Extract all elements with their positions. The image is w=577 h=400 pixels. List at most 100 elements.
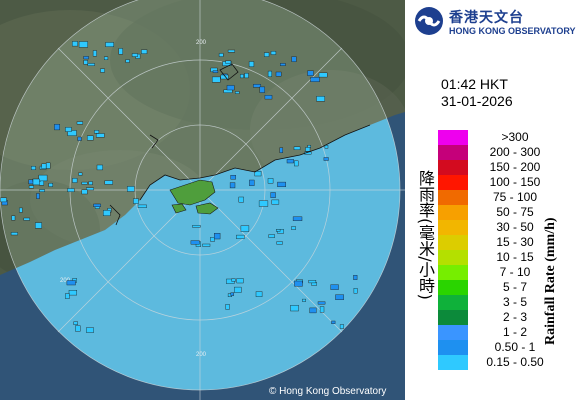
rain-echo: [54, 123, 60, 131]
rain-echo: [225, 304, 230, 310]
rain-echo: [270, 192, 276, 198]
observation-date: 31-01-2026: [441, 93, 513, 109]
rain-echo: [305, 147, 311, 152]
rain-echo: [67, 130, 77, 136]
rain-echo: [229, 182, 236, 189]
legend-swatch: [438, 205, 468, 220]
legend-swatch: [438, 160, 468, 175]
rain-echo: [264, 52, 270, 57]
rain-echo: [104, 180, 113, 185]
copyright-text: © Hong Kong Observatory: [269, 386, 386, 397]
rain-echo: [244, 72, 249, 79]
legend-label: 150 - 200: [489, 160, 541, 174]
rain-echo: [230, 292, 235, 296]
rain-echo: [95, 133, 105, 138]
rain-echo: [353, 275, 358, 280]
rain-echo: [100, 68, 105, 73]
rain-echo: [131, 53, 138, 57]
rain-echo: [92, 50, 97, 57]
rain-echo: [32, 178, 40, 186]
legend-swatch: [438, 235, 468, 250]
radar-map[interactable]: 200 200 200 © Hong Kong Observatory: [0, 0, 405, 400]
rain-echo: [279, 147, 284, 153]
rain-echo: [105, 42, 115, 48]
rain-echo: [65, 293, 70, 299]
rain-echo: [291, 226, 296, 230]
rain-echo: [68, 290, 78, 296]
legend-label: >300: [501, 130, 529, 144]
rain-echo: [323, 157, 329, 161]
rain-echo: [202, 243, 211, 247]
legend-swatch: [438, 250, 468, 265]
legend-swatch: [438, 220, 468, 235]
rain-echo: [76, 121, 84, 125]
rain-echo: [236, 234, 245, 240]
rain-echo: [307, 70, 314, 76]
rain-echo: [190, 240, 200, 245]
rain-echo: [102, 210, 111, 217]
rain-echo: [319, 306, 325, 313]
legend-title-english: Rainfall Rate (mm/h): [543, 217, 558, 345]
rain-echo: [23, 217, 30, 221]
rain-echo: [270, 51, 277, 55]
rain-echo: [103, 56, 109, 60]
legend-label: 200 - 300: [489, 145, 541, 159]
rain-echo: [318, 72, 328, 78]
rain-echo: [212, 76, 221, 83]
rain-echo: [339, 324, 345, 329]
rain-echo: [271, 199, 280, 205]
rain-echo: [254, 170, 262, 177]
rain-echo: [293, 146, 301, 151]
coastline: [109, 63, 371, 226]
rain-echo: [238, 196, 244, 203]
rain-echo: [85, 187, 94, 191]
rain-echo: [259, 86, 265, 93]
rain-echo: [28, 185, 34, 189]
rain-echo: [225, 60, 232, 64]
rain-echo: [248, 61, 255, 67]
rain-echo: [78, 41, 88, 48]
legend-swatch: [438, 175, 468, 190]
rain-echo: [290, 305, 299, 312]
rain-echo: [87, 63, 95, 66]
range-label-south: 200: [196, 352, 207, 358]
logo-chinese-name: 香港天文台: [449, 10, 524, 26]
rain-echo: [324, 145, 329, 149]
rain-echo: [292, 216, 303, 221]
rain-echo: [310, 77, 320, 83]
legend-swatch: [438, 340, 468, 355]
legend-label: 100 - 150: [489, 175, 541, 189]
rain-echo: [234, 286, 242, 293]
legend-swatch: [438, 325, 468, 340]
legend-label: 50 - 75: [496, 205, 534, 219]
rain-echo: [78, 172, 83, 176]
rain-echo: [83, 60, 88, 65]
hong-kong-territory: [169, 179, 219, 215]
rain-echo: [309, 307, 317, 314]
hko-logo[interactable]: 香港天文台 HONG KONG OBSERVATORY: [413, 5, 576, 43]
rain-echo: [88, 181, 93, 185]
rain-echo: [141, 49, 148, 54]
rain-echo: [335, 294, 344, 300]
legend-label: 0.50 - 1: [494, 340, 536, 354]
rain-echo: [220, 74, 229, 80]
rain-echo: [77, 136, 82, 141]
info-panel: 香港天文台 HONG KONG OBSERVATORY 01:42 HKT 31…: [405, 0, 577, 400]
legend-swatch: [438, 355, 468, 370]
observation-time: 01:42 HKT: [441, 76, 508, 92]
rain-echo: [118, 48, 123, 55]
rain-echo: [0, 197, 7, 203]
legend-label: 10 - 15: [496, 250, 534, 264]
rain-echo: [137, 204, 147, 208]
rain-echo: [276, 229, 281, 232]
rain-echo: [94, 130, 100, 134]
rain-echo: [286, 159, 295, 164]
rain-echo: [65, 127, 72, 132]
rain-echo: [258, 200, 269, 207]
legend-label: 0.15 - 0.50: [486, 355, 544, 369]
legend-label: 7 - 10: [499, 265, 531, 279]
legend-label: 5 - 7: [502, 280, 527, 294]
rain-echo: [86, 135, 94, 141]
rain-echo: [41, 163, 47, 169]
